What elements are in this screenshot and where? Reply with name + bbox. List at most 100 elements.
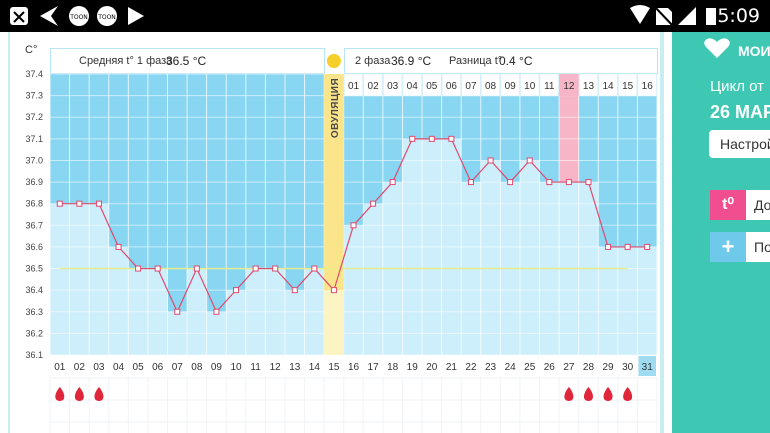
system-icons <box>630 5 716 27</box>
y-axis-unit: C° <box>25 44 37 56</box>
ovulation-label: ОВУЛЯЦИЯ <box>330 78 341 138</box>
add-more-button[interactable]: + Под <box>710 232 770 262</box>
cycle-day-label: 16 <box>642 81 654 92</box>
plus-icon: + <box>710 232 746 262</box>
date-label: 08 <box>191 362 203 373</box>
toon-blast-icon: TOON <box>69 6 89 26</box>
phase2-value: 36.9 °C <box>391 54 432 68</box>
settings-button[interactable]: Настройк <box>709 130 770 158</box>
temperature-point <box>585 179 592 186</box>
menstruation-drop-icon <box>94 387 104 401</box>
svg-text:TOON: TOON <box>69 14 88 21</box>
y-tick-label: 37.2 <box>25 112 43 122</box>
cycle-day-label: 02 <box>368 81 380 92</box>
cycle-label: Цикл от <box>710 78 765 95</box>
ovulation-column <box>324 74 344 291</box>
temperature-point <box>370 200 377 207</box>
temperature-point <box>605 243 612 250</box>
cycle-day-cell <box>539 73 559 97</box>
ovulation-column-lower <box>324 290 344 355</box>
y-tick-label: 37.1 <box>25 134 43 144</box>
cycle-day-label: 08 <box>485 81 497 92</box>
date-label: 09 <box>211 362 223 373</box>
temperature-point <box>644 243 651 250</box>
y-tick-label: 36.3 <box>25 307 43 317</box>
temperature-point <box>409 135 416 142</box>
date-label: 31 <box>642 362 654 373</box>
date-label: 13 <box>289 362 301 373</box>
cycle-day-cell <box>637 73 657 97</box>
date-label: 16 <box>348 362 360 373</box>
menstruation-drop-icon <box>623 387 633 401</box>
date-label: 28 <box>583 362 595 373</box>
date-highlight <box>638 356 656 376</box>
y-tick-label: 36.1 <box>25 350 43 360</box>
date-label: 26 <box>544 362 556 373</box>
diff-value: 0.4 °C <box>499 54 533 68</box>
cycle-day-label: 07 <box>465 81 477 92</box>
temperature-point <box>76 200 83 207</box>
temperature-point <box>487 157 494 164</box>
date-label: 01 <box>54 362 66 373</box>
ovulation-dot <box>326 54 341 68</box>
add-temperature-label: Доб <box>754 197 770 213</box>
temperature-point <box>252 265 259 272</box>
temperature-point <box>115 243 122 250</box>
play-store-icon <box>128 7 144 25</box>
temperature-point <box>350 222 357 229</box>
cycle-day-label: 09 <box>505 81 517 92</box>
temperature-point <box>95 200 102 207</box>
cycle-day-cell <box>578 73 599 97</box>
temperature-icon: t⁰ <box>710 190 746 220</box>
y-tick-label: 36.2 <box>25 328 43 338</box>
y-tick-label: 36.9 <box>25 177 43 187</box>
date-label: 23 <box>485 362 497 373</box>
cycle-day-cell <box>402 73 422 97</box>
phase1-value: 36.5 °C <box>166 54 207 68</box>
status-time: 5:09 <box>717 5 760 27</box>
cycle-day-label: 01 <box>348 81 360 92</box>
menstruation-drop-icon <box>564 387 574 401</box>
no-sim-icon <box>654 6 674 27</box>
temperature-point <box>526 157 533 164</box>
highlighted-cycle-column <box>559 74 579 183</box>
cycle-day-label: 12 <box>563 81 575 92</box>
y-tick-label: 37.0 <box>25 155 43 165</box>
temperature-point <box>193 265 200 272</box>
bbt-chart-panel: Средняя t° 1 фаза 36.5 °C 2 фаза 36.9 °C… <box>0 32 672 433</box>
cycle-day-label: 15 <box>622 81 634 92</box>
add-more-label: Под <box>754 239 770 255</box>
date-label: 15 <box>328 362 340 373</box>
date-label: 12 <box>270 362 282 373</box>
right-panel: МОИ Г Цикл от 26 МАРТ Настройк t⁰ Доб + … <box>672 32 770 433</box>
cycle-day-label: 13 <box>583 81 595 92</box>
bird-icon <box>40 6 58 26</box>
heart-icon <box>704 38 730 58</box>
cycle-day-cell <box>481 73 501 97</box>
cycle-day-cell <box>383 73 403 97</box>
date-label: 18 <box>387 362 399 373</box>
temperature-point <box>546 179 553 186</box>
cycle-day-label: 05 <box>426 81 438 92</box>
svg-text:TOON: TOON <box>97 14 116 21</box>
temperature-point <box>448 135 455 142</box>
temperature-point <box>233 287 240 294</box>
y-tick-label: 36.7 <box>25 220 43 230</box>
temperature-point <box>565 179 572 186</box>
cycle-day-cell <box>618 73 638 97</box>
cycle-day-cell <box>343 73 364 97</box>
temperature-point <box>174 308 181 315</box>
temperature-point <box>311 265 318 272</box>
toon-blast-icon: TOON <box>97 6 117 26</box>
menstruation-drop-icon <box>603 387 613 401</box>
cycle-day-label: 06 <box>446 81 458 92</box>
status-bar: TOON TOON 5:09 <box>0 0 770 32</box>
y-tick-label: 37.3 <box>25 91 43 101</box>
date-label: 07 <box>172 362 184 373</box>
temperature-point <box>272 265 279 272</box>
cycle-day-cell <box>500 73 520 97</box>
date-label: 22 <box>465 362 477 373</box>
add-temperature-button[interactable]: t⁰ Доб <box>710 190 770 220</box>
date-label: 21 <box>446 362 458 373</box>
cycle-day-label: 11 <box>544 81 555 92</box>
